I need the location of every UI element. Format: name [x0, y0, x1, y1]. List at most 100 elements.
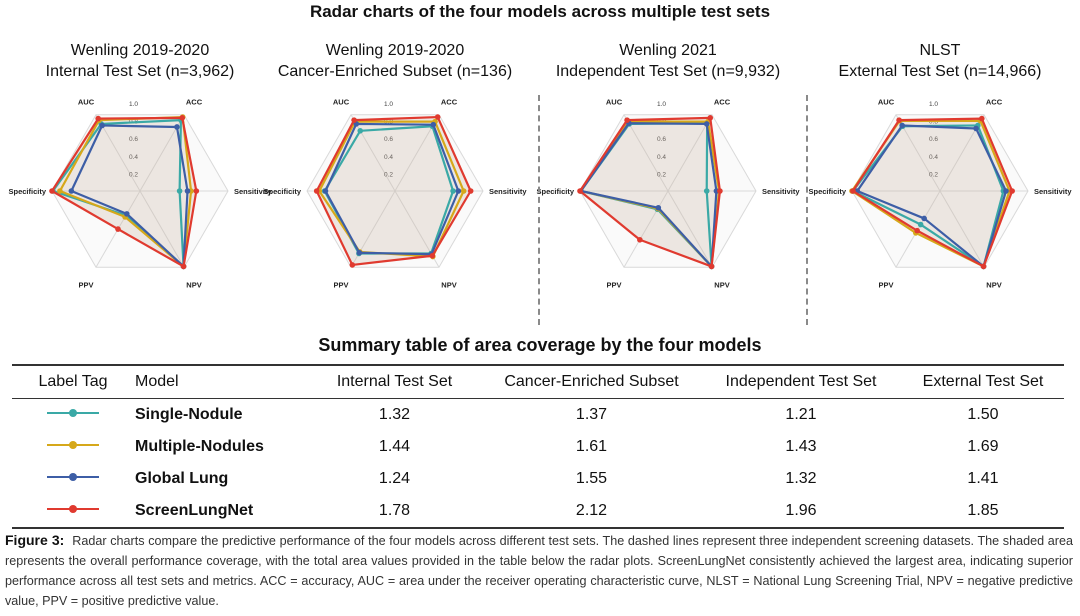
column-header: Label Tag: [38, 373, 108, 390]
axis-label: AUC: [333, 97, 350, 106]
area-value: 1.41: [967, 470, 999, 487]
series-point: [180, 263, 187, 270]
area-value: 2.12: [575, 502, 608, 519]
area-value: 1.21: [785, 406, 817, 423]
axis-label: ACC: [986, 97, 1003, 106]
series-point: [95, 115, 101, 122]
axis-label: Sensitivity: [1034, 187, 1072, 196]
coverage-area: [852, 118, 1013, 267]
column-header: Internal Test Set: [336, 373, 453, 390]
axis-label: PPV: [606, 281, 621, 290]
series-point: [99, 122, 105, 129]
series-point: [176, 188, 183, 194]
axis-label: NPV: [714, 281, 729, 290]
axis-spoke: [139, 190, 185, 268]
area-value: 1.85: [967, 502, 999, 519]
radial-tick-label: 0.4: [657, 154, 666, 161]
legend-line-marker: [47, 504, 99, 513]
series-point: [349, 262, 356, 268]
axis-label: ACC: [714, 97, 731, 106]
area-value: 1.61: [575, 438, 608, 455]
axis-label: Sensitivity: [489, 187, 527, 196]
axis-spoke: [350, 114, 396, 192]
area-value: 1.50: [967, 406, 999, 423]
radar-panel-cancer-enriched: Wenling 2019-2020 Cancer-Enriched Subset…: [260, 40, 530, 330]
series-point: [193, 188, 200, 194]
radar-chart-independent: 0.20.40.60.81.0AUCACCSensitivityNPVPPVSp…: [536, 97, 800, 290]
series-point: [115, 226, 121, 232]
axis-label: Specificity: [808, 187, 846, 196]
series-point: [703, 121, 710, 127]
series-point: [707, 115, 714, 121]
series-point: [460, 188, 467, 194]
series-point: [917, 221, 924, 228]
axis-label: Sensitivity: [234, 187, 272, 196]
axis-label: AUC: [78, 97, 95, 106]
column-header: Independent Test Set: [725, 373, 877, 390]
axis-label: NPV: [441, 281, 456, 290]
axis-label: ACC: [186, 97, 203, 106]
radial-tick-label: 1.0: [929, 101, 938, 108]
series-point: [1003, 188, 1009, 194]
legend-dot: [69, 472, 77, 481]
radial-tick-label: 1.0: [657, 101, 666, 108]
series-point: [577, 188, 583, 194]
series-point: [717, 188, 723, 194]
area-value: 1.69: [967, 438, 999, 455]
axis-spoke: [939, 190, 985, 268]
series-point: [921, 215, 927, 222]
table-row: ScreenLungNet 1.78 2.12 1.96 1.85: [12, 495, 1064, 528]
legend-line-marker: [47, 472, 99, 481]
radar-title-line2: Internal Test Set (n=3,962): [45, 63, 235, 80]
radial-tick-label: 1.0: [129, 101, 138, 108]
radar-title-line1: NLST: [919, 42, 961, 59]
area-value: 1.32: [785, 470, 817, 487]
series-point: [896, 117, 902, 123]
area-value: 1.96: [785, 502, 817, 519]
radial-tick-label: 0.8: [929, 119, 938, 126]
series-point: [434, 114, 441, 120]
dataset-divider: [806, 95, 808, 325]
axis-label: PPV: [78, 281, 93, 290]
model-name: Single-Nodule: [135, 406, 243, 423]
column-header: External Test Set: [922, 373, 1044, 390]
model-name: Global Lung: [135, 470, 229, 487]
radar-panel-independent: Wenling 2021 Independent Test Set (n=9,9…: [533, 40, 803, 330]
coverage-area: [316, 117, 471, 265]
series-point: [624, 117, 630, 123]
radar-panel-internal: Wenling 2019-2020 Internal Test Set (n=3…: [5, 40, 275, 330]
axis-spoke: [667, 190, 713, 268]
radial-tick-label: 0.4: [929, 154, 938, 161]
radial-tick-label: 0.2: [657, 171, 666, 178]
series-point: [430, 121, 437, 128]
table-row: Single-Nodule 1.32 1.37 1.21 1.50: [12, 399, 1064, 432]
series-point: [637, 236, 643, 243]
series-point: [914, 227, 920, 234]
series-point: [899, 122, 905, 129]
radar-title-line2: External Test Set (n=14,966): [838, 63, 1042, 80]
figure-caption: Figure 3: Radar charts compare the predic…: [5, 530, 1073, 611]
axis-label: AUC: [606, 97, 623, 106]
column-header: Cancer-Enriched Subset: [504, 373, 679, 390]
axis-label: Specificity: [263, 187, 301, 196]
area-coverage-table: Label Tag Model Internal Test Set Cancer…: [12, 364, 1064, 529]
caption-text: Radar charts compare the predictive perf…: [5, 534, 1073, 608]
dataset-divider: [538, 95, 540, 325]
area-value: 1.43: [785, 438, 817, 455]
column-header: Model: [135, 373, 179, 390]
axis-spoke: [623, 190, 669, 268]
series-point: [429, 252, 436, 259]
series-point: [980, 263, 987, 270]
table-header-row: Label Tag Model Internal Test Set Cancer…: [12, 365, 1064, 399]
series-point: [356, 249, 363, 256]
label-tag-cell: [12, 463, 134, 495]
label-tag-cell: [12, 495, 134, 528]
series-point: [179, 115, 186, 121]
axis-spoke: [623, 114, 669, 192]
series-point: [979, 115, 985, 122]
radial-tick-label: 0.4: [129, 154, 138, 161]
coverage-area: [580, 117, 720, 267]
label-tag-cell: [12, 431, 134, 463]
axis-label: AUC: [878, 97, 895, 106]
model-name: Multiple-Nodules: [135, 438, 264, 455]
